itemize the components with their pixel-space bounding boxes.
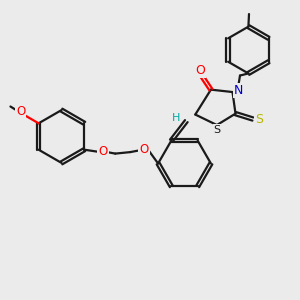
Text: S: S	[214, 125, 221, 135]
Text: N: N	[234, 84, 243, 97]
Text: S: S	[255, 113, 263, 126]
Text: H: H	[172, 112, 180, 122]
Text: O: O	[16, 105, 25, 118]
Text: O: O	[98, 145, 108, 158]
Text: O: O	[140, 142, 149, 156]
Text: O: O	[195, 64, 205, 77]
